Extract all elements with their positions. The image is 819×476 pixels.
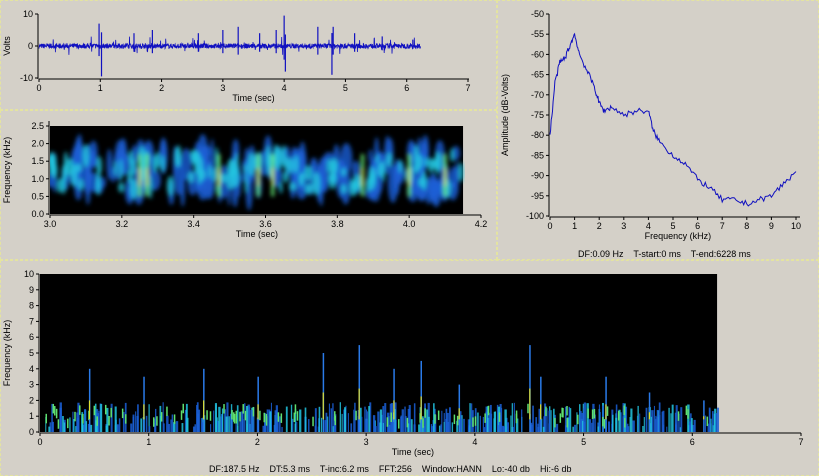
spec-full-y-tick-label: 10 bbox=[24, 269, 34, 279]
spectrum-x-tick-label: 8 bbox=[744, 221, 749, 231]
waveform-trace bbox=[38, 36, 422, 55]
spectrum-x-tick-label: 3 bbox=[621, 221, 626, 231]
spectrum-x-tick-label: 1 bbox=[572, 221, 577, 231]
spectrum-y-tick-label: -70 bbox=[531, 90, 544, 100]
spec-zoom-x-tick-label: 3.6 bbox=[259, 219, 272, 229]
spec-full-x-tick-label: 3 bbox=[364, 437, 369, 447]
spec-full-x-tick-label: 6 bbox=[690, 437, 695, 447]
spectrum-x-label: Frequency (kHz) bbox=[645, 231, 712, 241]
spec-zoom-y-label: Frequency (kHz) bbox=[2, 137, 12, 204]
spectrum-x-tick-label: 10 bbox=[791, 221, 801, 231]
spec-zoom-y-tick-label: 2.0 bbox=[31, 139, 44, 149]
spec-full-y-tick-label: 4 bbox=[29, 364, 34, 374]
spec-full-x-tick-label: 2 bbox=[255, 437, 260, 447]
spec-full-y-tick-label: 7 bbox=[29, 316, 34, 326]
waveform-x-tick-label: 4 bbox=[282, 83, 287, 93]
spec-zoom-x-tick-label: 4.2 bbox=[475, 219, 488, 229]
spectrum-x-tick-label: 0 bbox=[547, 221, 552, 231]
spectrum-y-tick-label: -85 bbox=[531, 150, 544, 160]
spec-full-y-tick-label: 9 bbox=[29, 285, 34, 295]
spec-full-y-tick-label: 0 bbox=[29, 427, 34, 437]
spec-zoom-y-tick-label: 0.5 bbox=[31, 191, 44, 201]
spec-zoom-x-tick-label: 3.0 bbox=[44, 219, 57, 229]
spectrum-x-tick-label: 5 bbox=[670, 221, 675, 231]
spectrum-x-tick-label: 6 bbox=[695, 221, 700, 231]
waveform-x-tick-label: 3 bbox=[220, 83, 225, 93]
spectrum-y-tick-label: -55 bbox=[531, 29, 544, 39]
spectrum-x-tick-label: 7 bbox=[720, 221, 725, 231]
spec-full-x-tick-label: 7 bbox=[798, 437, 803, 447]
spec-full-x-tick-label: 1 bbox=[146, 437, 151, 447]
spectrum-y-tick-label: -90 bbox=[531, 171, 544, 181]
spec-zoom-y-tick-label: 0.0 bbox=[31, 209, 44, 219]
spectrum-line bbox=[549, 32, 797, 207]
spec-zoom-x-tick-label: 3.8 bbox=[331, 219, 344, 229]
spectrum-y-tick-label: -80 bbox=[531, 130, 544, 140]
waveform-x-tick-label: 0 bbox=[36, 83, 41, 93]
waveform-y-label: Volts bbox=[2, 36, 12, 56]
waveform-y-tick-label: -10 bbox=[20, 73, 33, 83]
waveform-x-tick-label: 7 bbox=[465, 83, 470, 93]
spectrum-y-tick-label: -50 bbox=[531, 9, 544, 19]
spectrum-y-tick-label: -75 bbox=[531, 110, 544, 120]
waveform-x-tick-label: 6 bbox=[404, 83, 409, 93]
spec-full-x-tick-label: 0 bbox=[37, 437, 42, 447]
spec-full-x-tick-label: 4 bbox=[472, 437, 477, 447]
spec-zoom-x-tick-label: 3.2 bbox=[116, 219, 129, 229]
spectrum-y-tick-label: -95 bbox=[531, 191, 544, 201]
spectrum-info: DF:0.09 Hz T-start:0 ms T-end:6228 ms bbox=[578, 249, 751, 259]
waveform-x-tick-label: 2 bbox=[159, 83, 164, 93]
spec-zoom-x-label: Time (sec) bbox=[236, 229, 278, 239]
spectrum-x-tick-label: 9 bbox=[769, 221, 774, 231]
spectrum-y-tick-label: -60 bbox=[531, 49, 544, 59]
spec-full-y-tick-label: 2 bbox=[29, 395, 34, 405]
spec-zoom-x-tick-label: 3.4 bbox=[187, 219, 200, 229]
waveform-x-tick-label: 1 bbox=[98, 83, 103, 93]
spec-zoom-x-tick-label: 4.0 bbox=[403, 219, 416, 229]
spec-full-background bbox=[40, 274, 718, 432]
spectrum-x-tick-label: 2 bbox=[597, 221, 602, 231]
spec-full-y-tick-label: 3 bbox=[29, 380, 34, 390]
waveform-y-tick-label: 10 bbox=[23, 9, 33, 19]
spec-zoom-y-tick-label: 2.5 bbox=[31, 121, 44, 131]
spectrum-y-tick-label: -100 bbox=[526, 211, 544, 221]
spectrum-y-tick-label: -65 bbox=[531, 70, 544, 80]
waveform-y-tick-label: 0 bbox=[28, 41, 33, 51]
footer-info: DF:187.5 Hz DT:5.3 ms T-inc:6.2 ms FFT:2… bbox=[209, 464, 572, 474]
spec-full-y-tick-label: 6 bbox=[29, 332, 34, 342]
spec-full-y-tick-label: 8 bbox=[29, 301, 34, 311]
spec-full-y-tick-label: 1 bbox=[29, 411, 34, 421]
spec-zoom-y-tick-label: 1.5 bbox=[31, 156, 44, 166]
spec-full-x-tick-label: 5 bbox=[581, 437, 586, 447]
spectrum-y-label: Amplitude (dB-Volts) bbox=[500, 74, 510, 156]
spec-full-y-tick-label: 5 bbox=[29, 348, 34, 358]
spec-zoom-y-tick-label: 1.0 bbox=[31, 174, 44, 184]
spec-full-y-label: Frequency (kHz) bbox=[2, 320, 12, 387]
spec-full-x-label: Time (sec) bbox=[392, 447, 434, 457]
waveform-x-tick-label: 5 bbox=[343, 83, 348, 93]
spectrum-x-tick-label: 4 bbox=[646, 221, 651, 231]
waveform-x-label: Time (sec) bbox=[232, 93, 274, 103]
